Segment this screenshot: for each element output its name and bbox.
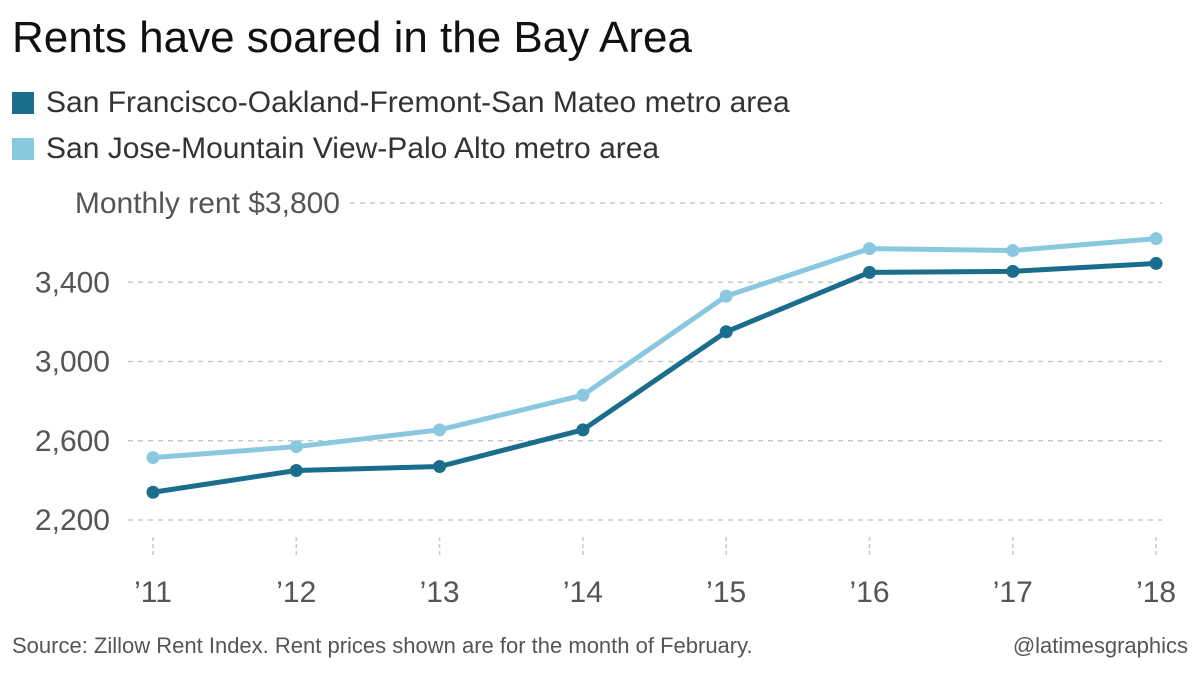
data-point-1 [576,388,590,402]
x-tick-label: ’18 [1136,576,1176,609]
series-line-1 [150,236,1159,461]
data-point-1 [1149,232,1163,246]
legend-label-sf: San Francisco-Oakland-Fremont-San Mateo … [46,86,790,119]
x-tick-label: ’11 [134,576,172,609]
y-tick-label: 2,600 [35,425,110,458]
data-point-1 [863,242,876,256]
x-tick-label: ’12 [276,576,316,609]
legend: San Francisco-Oakland-Fremont-San Mateo … [12,80,790,172]
legend-label-sj: San Jose-Mountain View-Palo Alto metro a… [46,132,660,165]
y-tick-label: 3,000 [35,346,110,379]
chart-title: Rents have soared in the Bay Area [12,13,692,62]
data-point-1 [433,423,447,437]
data-point-0 [146,485,160,499]
legend-swatch-sj [12,138,34,160]
legend-item-sj: San Jose-Mountain View-Palo Alto metro a… [12,126,790,172]
x-tick-label: ’14 [563,576,603,609]
x-tick-label: ’13 [420,576,460,609]
data-point-1 [289,440,303,454]
data-point-0 [576,423,590,437]
data-point-0 [863,265,876,279]
y-tick-label: Monthly rent $3,800 [75,187,340,220]
x-tick-label: ’17 [993,576,1033,609]
legend-item-sf: San Francisco-Oakland-Fremont-San Mateo … [12,80,790,126]
data-point-1 [719,289,733,303]
y-tick-label: 2,200 [35,504,110,537]
x-tick-label: ’15 [706,576,746,609]
data-point-0 [1006,264,1020,278]
y-tick-label: 3,400 [35,266,110,299]
data-point-0 [719,325,733,339]
data-point-0 [433,460,447,474]
data-point-0 [1149,256,1163,270]
legend-swatch-sf [12,92,34,114]
data-point-0 [289,463,303,477]
source-note: Source: Zillow Rent Index. Rent prices s… [12,633,753,658]
data-point-1 [1006,244,1020,258]
credit-link[interactable]: @latimesgraphics [1012,633,1188,658]
data-point-1 [146,451,160,465]
series-line-0 [150,260,1159,495]
x-tick-label: ’16 [849,576,889,609]
